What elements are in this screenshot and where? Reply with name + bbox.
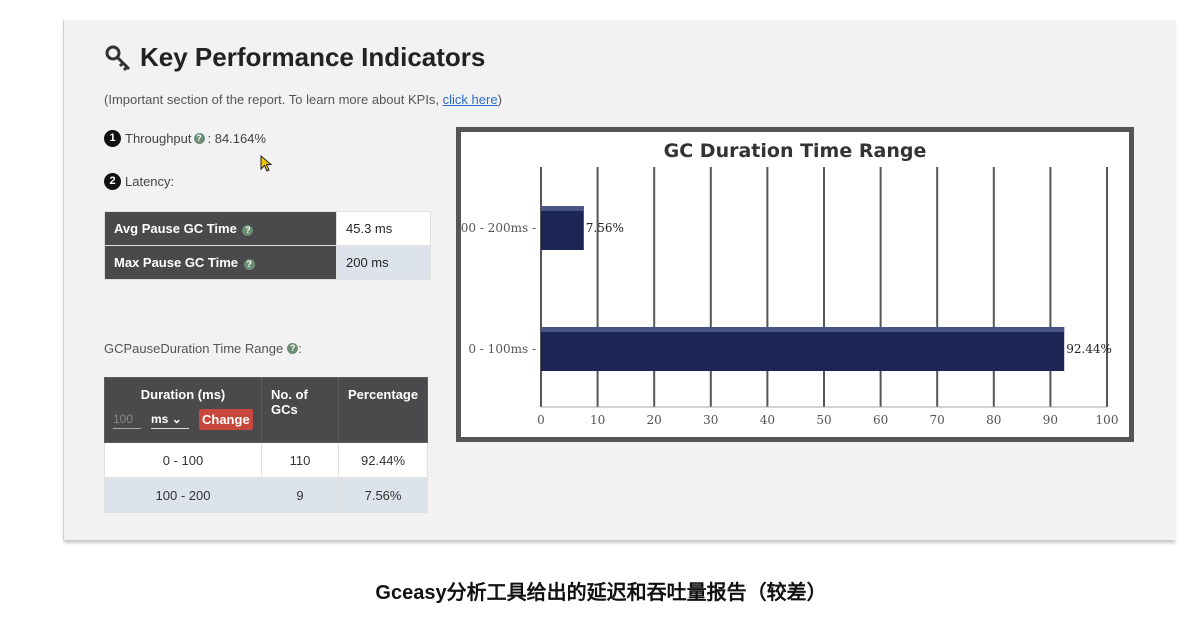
x-tick-label: 40 xyxy=(760,413,775,427)
chart-title: GC Duration Time Range xyxy=(664,140,927,162)
x-tick-label: 80 xyxy=(986,413,1001,427)
x-tick-label: 70 xyxy=(930,413,945,427)
throughput-row: 1 Throughput ? : 84.164% xyxy=(104,130,266,147)
table-row: Max Pause GC Time ? 200 ms xyxy=(104,245,431,280)
range-cell: 100 - 200 xyxy=(104,477,262,513)
title-row: Key Performance Indicators xyxy=(104,42,485,73)
gc-pause-label: GCPauseDuration Time Range ? : xyxy=(104,341,302,356)
x-tick-label: 100 xyxy=(1096,413,1119,427)
avg-pause-value: 45.3 ms xyxy=(336,211,431,246)
x-tick-label: 0 xyxy=(537,413,545,427)
table-row: 100 - 200 9 7.56% xyxy=(104,477,429,513)
data-label: 92.44% xyxy=(1066,342,1112,356)
y-category-label: 100 - 200ms - xyxy=(461,221,536,235)
duration-header: Duration (ms) xyxy=(140,387,226,402)
key-icon xyxy=(105,45,131,71)
throughput-label: Throughput xyxy=(125,131,192,146)
bar-highlight xyxy=(541,327,1065,332)
percentage-cell: 92.44% xyxy=(337,442,429,478)
help-icon[interactable]: ? xyxy=(243,259,255,270)
max-pause-label: Max Pause GC Time xyxy=(114,255,239,270)
x-tick-label: 10 xyxy=(590,413,605,427)
bar-highlight xyxy=(541,206,584,211)
intro-text: (Important section of the report. To lea… xyxy=(104,92,502,107)
count-cell: 9 xyxy=(261,477,339,513)
count-cell: 110 xyxy=(261,442,339,478)
step-number-1: 1 xyxy=(104,130,121,147)
kpi-panel: Key Performance Indicators (Important se… xyxy=(63,20,1176,540)
data-label: 7.56% xyxy=(586,221,624,235)
y-category-label: 0 - 100ms - xyxy=(468,342,536,356)
percentage-header: Percentage xyxy=(337,377,429,443)
x-tick-label: 90 xyxy=(1043,413,1058,427)
bar xyxy=(541,327,1065,371)
page-title: Key Performance Indicators xyxy=(140,42,486,72)
avg-pause-label: Avg Pause GC Time xyxy=(114,221,237,236)
chart-svg: GC Duration Time Range 0 10 20 30 40 50 60 70 80 9… xyxy=(453,140,1119,427)
step-number-2: 2 xyxy=(104,173,121,190)
max-pause-value: 200 ms xyxy=(336,245,431,280)
table-row: 0 - 100 110 92.44% xyxy=(104,442,429,478)
latency-table: Avg Pause GC Time ? 45.3 ms Max Pause GC… xyxy=(104,211,431,280)
gc-duration-chart: GC Duration Time Range 0 10 20 30 40 50 60 70 80 9… xyxy=(453,127,1134,442)
bar xyxy=(541,206,584,250)
latency-row: 2 Latency: xyxy=(104,173,174,190)
x-tick-label: 50 xyxy=(816,413,831,427)
duration-table: Duration (ms) 100 ms ⌄ Change No. of GCs… xyxy=(104,377,429,513)
help-icon[interactable]: ? xyxy=(287,343,299,354)
help-icon[interactable]: ? xyxy=(193,133,205,144)
range-cell: 0 - 100 xyxy=(104,442,262,478)
change-button[interactable]: Change xyxy=(199,409,253,430)
table-header-row: Duration (ms) 100 ms ⌄ Change No. of GCs… xyxy=(104,377,429,443)
x-tick-label: 30 xyxy=(703,413,718,427)
unit-select[interactable]: ms ⌄ xyxy=(151,410,189,429)
help-icon[interactable]: ? xyxy=(242,225,254,236)
mouse-cursor-icon xyxy=(260,155,273,172)
kpi-help-link[interactable]: click here xyxy=(442,92,498,107)
x-tick-label: 60 xyxy=(873,413,888,427)
interval-input[interactable]: 100 xyxy=(113,410,141,429)
table-row: Avg Pause GC Time ? 45.3 ms xyxy=(104,211,431,246)
percentage-cell: 7.56% xyxy=(337,477,429,513)
count-header: No. of GCs xyxy=(261,377,339,443)
latency-label: Latency: xyxy=(125,174,175,189)
chevron-down-icon: ⌄ xyxy=(171,412,182,426)
x-tick-label: 20 xyxy=(647,413,662,427)
video-caption: Gceasy分析工具给出的延迟和吞吐量报告（较差） xyxy=(375,582,827,604)
throughput-value: : 84.164% xyxy=(207,131,267,146)
